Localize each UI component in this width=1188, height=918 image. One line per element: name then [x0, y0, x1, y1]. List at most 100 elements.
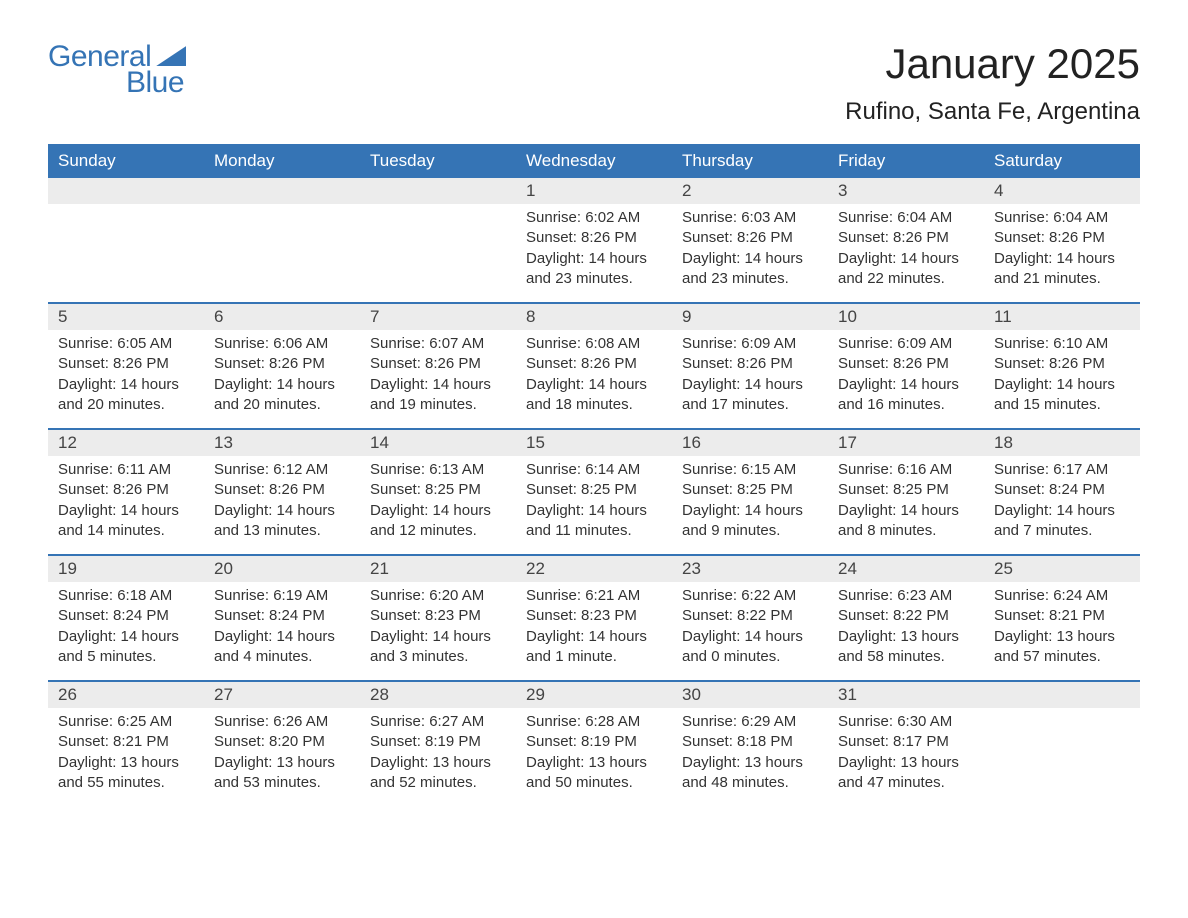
sunset-line: Sunset: 8:24 PM	[58, 606, 194, 626]
day-body: Sunrise: 6:13 AMSunset: 8:25 PMDaylight:…	[360, 456, 516, 549]
day-body: Sunrise: 6:09 AMSunset: 8:26 PMDaylight:…	[828, 330, 984, 423]
day-body: Sunrise: 6:09 AMSunset: 8:26 PMDaylight:…	[672, 330, 828, 423]
sunset-line: Sunset: 8:24 PM	[214, 606, 350, 626]
daylight-line: Daylight: 14 hours and 1 minute.	[526, 627, 662, 668]
sunset-line: Sunset: 8:23 PM	[370, 606, 506, 626]
sunrise-line: Sunrise: 6:20 AM	[370, 586, 506, 606]
weekday-header: Sunday	[48, 144, 204, 178]
day-cell: 26Sunrise: 6:25 AMSunset: 8:21 PMDayligh…	[48, 682, 204, 806]
calendar: Sunday Monday Tuesday Wednesday Thursday…	[48, 144, 1140, 806]
day-body: Sunrise: 6:29 AMSunset: 8:18 PMDaylight:…	[672, 708, 828, 801]
day-body: Sunrise: 6:24 AMSunset: 8:21 PMDaylight:…	[984, 582, 1140, 675]
sunrise-line: Sunrise: 6:14 AM	[526, 460, 662, 480]
daylight-line: Daylight: 14 hours and 17 minutes.	[682, 375, 818, 416]
day-cell: 6Sunrise: 6:06 AMSunset: 8:26 PMDaylight…	[204, 304, 360, 428]
day-cell: 15Sunrise: 6:14 AMSunset: 8:25 PMDayligh…	[516, 430, 672, 554]
sunrise-line: Sunrise: 6:12 AM	[214, 460, 350, 480]
day-body: Sunrise: 6:25 AMSunset: 8:21 PMDaylight:…	[48, 708, 204, 801]
sunrise-line: Sunrise: 6:15 AM	[682, 460, 818, 480]
weekday-header: Tuesday	[360, 144, 516, 178]
sunset-line: Sunset: 8:26 PM	[682, 228, 818, 248]
day-body: Sunrise: 6:17 AMSunset: 8:24 PMDaylight:…	[984, 456, 1140, 549]
sunrise-line: Sunrise: 6:17 AM	[994, 460, 1130, 480]
day-body: Sunrise: 6:15 AMSunset: 8:25 PMDaylight:…	[672, 456, 828, 549]
week-row: 26Sunrise: 6:25 AMSunset: 8:21 PMDayligh…	[48, 680, 1140, 806]
day-cell: 29Sunrise: 6:28 AMSunset: 8:19 PMDayligh…	[516, 682, 672, 806]
day-body: Sunrise: 6:04 AMSunset: 8:26 PMDaylight:…	[828, 204, 984, 297]
day-body: Sunrise: 6:18 AMSunset: 8:24 PMDaylight:…	[48, 582, 204, 675]
day-body: Sunrise: 6:28 AMSunset: 8:19 PMDaylight:…	[516, 708, 672, 801]
daylight-line: Daylight: 14 hours and 14 minutes.	[58, 501, 194, 542]
weekday-header: Friday	[828, 144, 984, 178]
day-cell: 19Sunrise: 6:18 AMSunset: 8:24 PMDayligh…	[48, 556, 204, 680]
day-number: 24	[828, 556, 984, 582]
day-number: 4	[984, 178, 1140, 204]
day-cell: 3Sunrise: 6:04 AMSunset: 8:26 PMDaylight…	[828, 178, 984, 302]
sunset-line: Sunset: 8:25 PM	[526, 480, 662, 500]
day-body: Sunrise: 6:02 AMSunset: 8:26 PMDaylight:…	[516, 204, 672, 297]
sunrise-line: Sunrise: 6:28 AM	[526, 712, 662, 732]
daylight-line: Daylight: 13 hours and 55 minutes.	[58, 753, 194, 794]
day-body: Sunrise: 6:08 AMSunset: 8:26 PMDaylight:…	[516, 330, 672, 423]
sunrise-line: Sunrise: 6:24 AM	[994, 586, 1130, 606]
day-body: Sunrise: 6:21 AMSunset: 8:23 PMDaylight:…	[516, 582, 672, 675]
day-cell: 11Sunrise: 6:10 AMSunset: 8:26 PMDayligh…	[984, 304, 1140, 428]
day-number: 26	[48, 682, 204, 708]
sunset-line: Sunset: 8:26 PM	[526, 228, 662, 248]
day-cell: 13Sunrise: 6:12 AMSunset: 8:26 PMDayligh…	[204, 430, 360, 554]
weekday-header: Monday	[204, 144, 360, 178]
day-number: 18	[984, 430, 1140, 456]
day-number: 15	[516, 430, 672, 456]
day-cell: 14Sunrise: 6:13 AMSunset: 8:25 PMDayligh…	[360, 430, 516, 554]
sunset-line: Sunset: 8:24 PM	[994, 480, 1130, 500]
sunrise-line: Sunrise: 6:23 AM	[838, 586, 974, 606]
day-number: 22	[516, 556, 672, 582]
sunset-line: Sunset: 8:26 PM	[214, 354, 350, 374]
sunrise-line: Sunrise: 6:30 AM	[838, 712, 974, 732]
day-cell: 16Sunrise: 6:15 AMSunset: 8:25 PMDayligh…	[672, 430, 828, 554]
daylight-line: Daylight: 14 hours and 3 minutes.	[370, 627, 506, 668]
day-body: Sunrise: 6:14 AMSunset: 8:25 PMDaylight:…	[516, 456, 672, 549]
sunrise-line: Sunrise: 6:04 AM	[838, 208, 974, 228]
day-number: 14	[360, 430, 516, 456]
day-cell: 27Sunrise: 6:26 AMSunset: 8:20 PMDayligh…	[204, 682, 360, 806]
day-cell: 22Sunrise: 6:21 AMSunset: 8:23 PMDayligh…	[516, 556, 672, 680]
day-body: Sunrise: 6:05 AMSunset: 8:26 PMDaylight:…	[48, 330, 204, 423]
day-body: Sunrise: 6:12 AMSunset: 8:26 PMDaylight:…	[204, 456, 360, 549]
sunrise-line: Sunrise: 6:10 AM	[994, 334, 1130, 354]
sunrise-line: Sunrise: 6:11 AM	[58, 460, 194, 480]
daylight-line: Daylight: 14 hours and 23 minutes.	[526, 249, 662, 290]
day-body: Sunrise: 6:23 AMSunset: 8:22 PMDaylight:…	[828, 582, 984, 675]
sunset-line: Sunset: 8:20 PM	[214, 732, 350, 752]
sunset-line: Sunset: 8:21 PM	[994, 606, 1130, 626]
week-row: 12Sunrise: 6:11 AMSunset: 8:26 PMDayligh…	[48, 428, 1140, 554]
sunset-line: Sunset: 8:19 PM	[370, 732, 506, 752]
daylight-line: Daylight: 14 hours and 13 minutes.	[214, 501, 350, 542]
daylight-line: Daylight: 14 hours and 16 minutes.	[838, 375, 974, 416]
day-number: 30	[672, 682, 828, 708]
sunset-line: Sunset: 8:26 PM	[994, 228, 1130, 248]
day-number: 19	[48, 556, 204, 582]
daylight-line: Daylight: 14 hours and 0 minutes.	[682, 627, 818, 668]
daylight-line: Daylight: 14 hours and 4 minutes.	[214, 627, 350, 668]
sunrise-line: Sunrise: 6:13 AM	[370, 460, 506, 480]
sunrise-line: Sunrise: 6:19 AM	[214, 586, 350, 606]
sunrise-line: Sunrise: 6:21 AM	[526, 586, 662, 606]
day-number: 7	[360, 304, 516, 330]
day-cell: 24Sunrise: 6:23 AMSunset: 8:22 PMDayligh…	[828, 556, 984, 680]
sunset-line: Sunset: 8:25 PM	[370, 480, 506, 500]
logo-text-blue: Blue	[126, 66, 186, 100]
daylight-line: Daylight: 14 hours and 21 minutes.	[994, 249, 1130, 290]
sunset-line: Sunset: 8:26 PM	[370, 354, 506, 374]
day-number: .	[984, 682, 1140, 708]
day-cell: 7Sunrise: 6:07 AMSunset: 8:26 PMDaylight…	[360, 304, 516, 428]
day-cell: 1Sunrise: 6:02 AMSunset: 8:26 PMDaylight…	[516, 178, 672, 302]
day-cell: 20Sunrise: 6:19 AMSunset: 8:24 PMDayligh…	[204, 556, 360, 680]
day-number: 9	[672, 304, 828, 330]
day-number: 21	[360, 556, 516, 582]
day-cell: 5Sunrise: 6:05 AMSunset: 8:26 PMDaylight…	[48, 304, 204, 428]
sunset-line: Sunset: 8:21 PM	[58, 732, 194, 752]
daylight-line: Daylight: 14 hours and 12 minutes.	[370, 501, 506, 542]
day-body: Sunrise: 6:27 AMSunset: 8:19 PMDaylight:…	[360, 708, 516, 801]
day-body: Sunrise: 6:22 AMSunset: 8:22 PMDaylight:…	[672, 582, 828, 675]
